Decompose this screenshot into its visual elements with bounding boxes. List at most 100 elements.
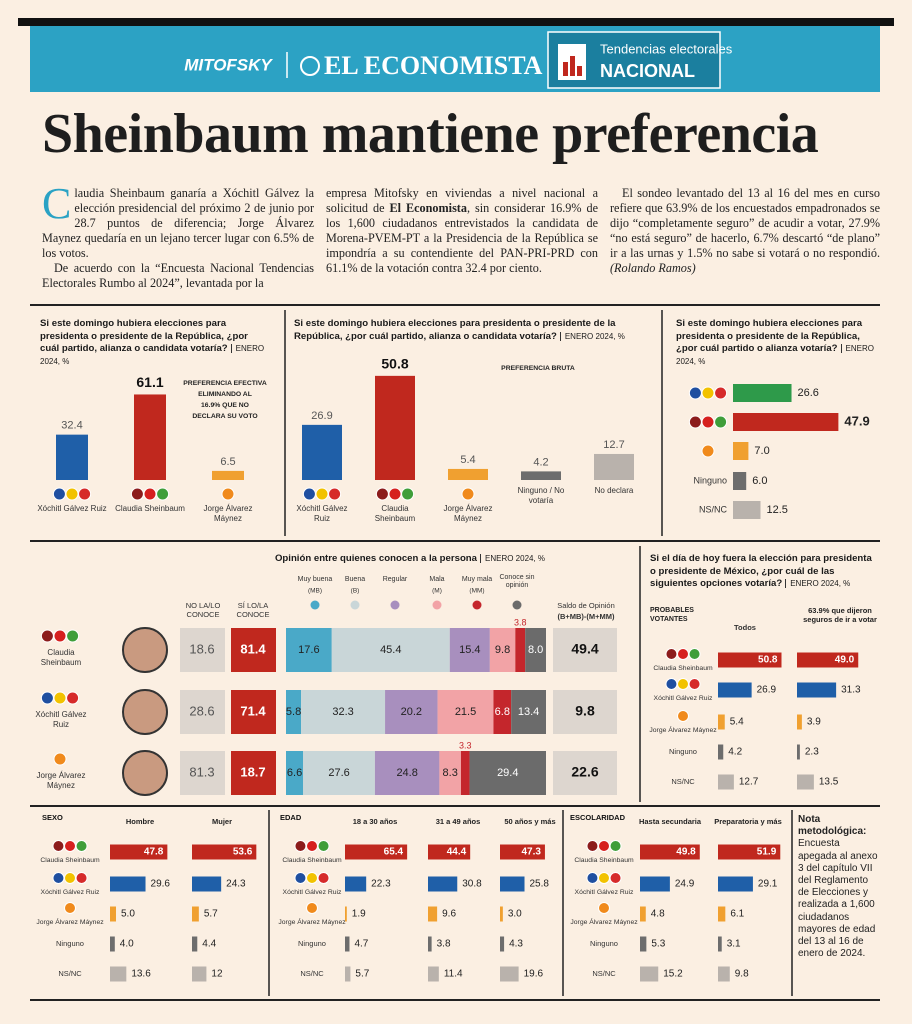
column-header: NO LA/LO CONOCE	[185, 601, 221, 619]
value-label: 49.0	[835, 655, 855, 666]
known-value: 71.4	[240, 703, 266, 718]
bar	[110, 844, 168, 860]
category-label: Claudia Sheinbaum	[574, 857, 634, 864]
party-logo	[66, 629, 80, 643]
bar	[448, 468, 488, 480]
title: Si este domingo hubiera elecciones para …	[294, 318, 616, 342]
party-logo	[53, 629, 67, 643]
bar	[718, 744, 724, 760]
value-label: 7.0	[754, 445, 769, 457]
party-logo	[688, 648, 701, 660]
bar	[733, 442, 749, 460]
series-name: Mujer	[212, 817, 232, 826]
segment-label: 5.8	[286, 706, 301, 718]
title: Si este domingo hubiera elecciones para …	[676, 318, 863, 354]
title: Opinión entre quienes conocen a la perso…	[274, 553, 477, 564]
candidate-photo	[122, 627, 168, 673]
value-label: 6.5	[220, 456, 235, 468]
value-label: 12.7	[739, 777, 759, 788]
bar	[718, 906, 726, 922]
bar	[797, 714, 802, 730]
segment-label: 15.4	[459, 644, 480, 656]
value-label: 25.8	[530, 879, 550, 890]
segment	[286, 690, 302, 734]
party-logo	[665, 678, 678, 690]
column-header: (B+MB)-(M+MM)	[557, 612, 615, 621]
party-logo	[461, 487, 475, 501]
segment-label: 21.5	[455, 706, 476, 718]
bar	[110, 876, 146, 892]
value-label: 3.1	[727, 939, 741, 950]
category-label: Claudia Sheinbaum	[653, 665, 713, 672]
segment-label: 8.0	[528, 644, 543, 656]
series-name: Hombre	[126, 817, 154, 826]
segment	[525, 628, 546, 672]
value-label: 26.9	[757, 685, 777, 696]
category-label: Claudia Sheinbaum	[374, 504, 416, 523]
party-logo	[52, 872, 65, 884]
bar	[718, 714, 725, 730]
bar	[733, 501, 761, 519]
bar	[110, 906, 116, 922]
note: 16.9% QUE NO	[201, 402, 249, 409]
bar	[428, 844, 471, 860]
segment	[437, 690, 494, 734]
party-logo	[317, 840, 330, 852]
bar	[192, 844, 257, 860]
bar	[428, 966, 439, 982]
unknown-value: 18.6	[189, 641, 214, 656]
note: PREFERENCIA EFECTIVA	[183, 380, 267, 387]
segment	[515, 628, 526, 672]
party-logo	[53, 752, 67, 766]
top-bar	[18, 18, 894, 26]
byline: (Rolando Ramos)	[610, 261, 696, 275]
bar	[500, 906, 503, 922]
bar	[718, 876, 753, 892]
segment	[460, 751, 470, 795]
bar	[192, 966, 207, 982]
value-label: 24.9	[675, 879, 695, 890]
chart-title: Si este domingo hubiera elecciones para …	[40, 318, 265, 368]
bar	[110, 966, 127, 982]
segment	[303, 751, 375, 795]
party-logo	[401, 487, 415, 501]
bar	[500, 876, 525, 892]
category-label: Ninguno	[669, 747, 697, 756]
series-name: 50 años y más	[504, 817, 555, 826]
category-label: Ninguno	[693, 475, 727, 485]
segment-label: 9.8	[495, 644, 510, 656]
value-label: 4.2	[728, 747, 742, 758]
source: ENERO 2024, %	[676, 344, 874, 366]
party-logo	[64, 840, 76, 852]
balance-box	[553, 751, 617, 795]
party-logo	[64, 902, 76, 914]
party-logo	[714, 386, 728, 400]
value-label: 12.7	[603, 439, 624, 451]
value-label: 47.9	[844, 413, 869, 428]
paragraph: empresa Mitofsky en viviendas a nivel na…	[326, 186, 598, 276]
segment-label: 20.2	[401, 706, 422, 718]
bar	[640, 936, 647, 952]
bar	[428, 906, 438, 922]
value-label: 3.0	[508, 909, 522, 920]
category-label: Jorge Álvarez Máynez	[278, 917, 346, 926]
legend-swatch	[432, 600, 442, 610]
category-label: Xóchitl Gálvez Ruiz	[283, 889, 343, 896]
category-label: Xóchitl Gálvez Ruiz	[654, 695, 714, 702]
party-logo	[156, 487, 170, 501]
source: ENERO 2024, %	[559, 331, 625, 341]
value-label: 53.6	[233, 847, 253, 858]
category-label: Ninguno	[56, 939, 84, 948]
value-label: 29.6	[151, 879, 171, 890]
party-logo	[609, 840, 622, 852]
legend-swatch	[472, 600, 482, 610]
known-box	[231, 628, 276, 672]
legend-label: (MM)	[469, 588, 484, 595]
bar	[375, 375, 415, 480]
value-label: 3.9	[807, 717, 821, 728]
category-label: NS/NC	[300, 969, 324, 978]
party-logo	[714, 415, 728, 429]
series-name: Todos	[734, 623, 756, 632]
balance-value: 22.6	[571, 764, 598, 780]
